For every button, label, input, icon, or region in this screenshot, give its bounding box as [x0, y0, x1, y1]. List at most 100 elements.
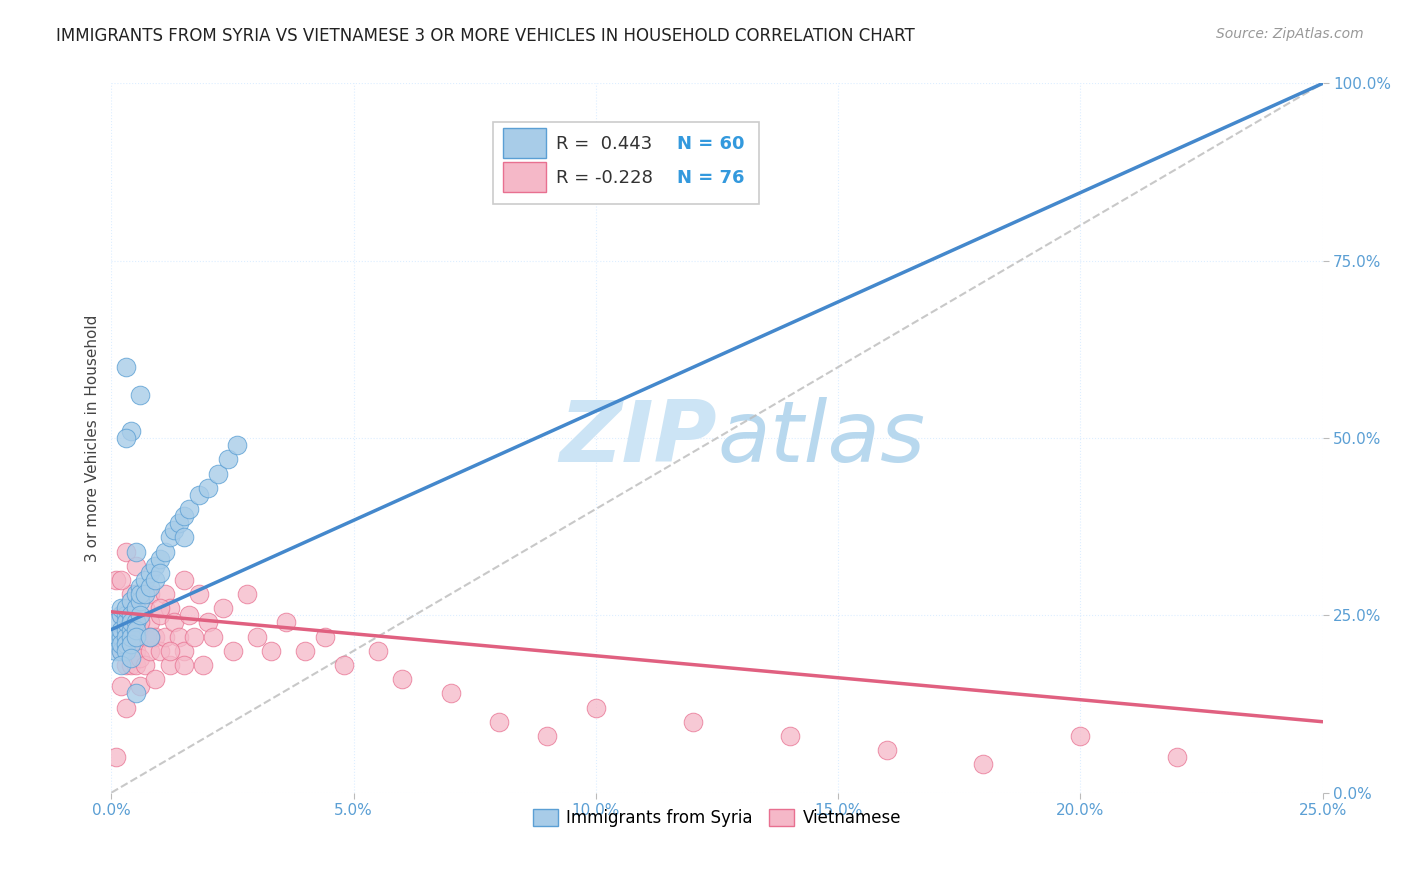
- Point: [173, 658, 195, 673]
- Point: [110, 644, 132, 658]
- Point: [110, 637, 132, 651]
- Point: [115, 623, 138, 637]
- Text: atlas: atlas: [717, 397, 925, 480]
- Point: [105, 750, 128, 764]
- Point: [120, 658, 142, 673]
- Point: [115, 700, 138, 714]
- Point: [134, 630, 156, 644]
- Point: [110, 608, 132, 623]
- Point: [139, 615, 162, 630]
- Point: [173, 509, 195, 524]
- Point: [129, 580, 152, 594]
- Point: [139, 587, 162, 601]
- FancyBboxPatch shape: [502, 128, 546, 158]
- Text: R =  0.443: R = 0.443: [555, 135, 652, 153]
- Point: [120, 601, 142, 615]
- Point: [149, 551, 172, 566]
- Point: [177, 608, 200, 623]
- Point: [1069, 729, 1091, 743]
- Point: [207, 467, 229, 481]
- Point: [115, 637, 138, 651]
- Point: [110, 630, 132, 644]
- FancyBboxPatch shape: [494, 122, 759, 204]
- Point: [120, 424, 142, 438]
- Point: [129, 651, 152, 665]
- Point: [124, 630, 146, 644]
- Point: [202, 630, 225, 644]
- Point: [193, 658, 215, 673]
- Point: [173, 530, 195, 544]
- Point: [163, 523, 186, 537]
- Point: [139, 644, 162, 658]
- Text: R = -0.228: R = -0.228: [555, 169, 652, 186]
- Point: [294, 644, 316, 658]
- Point: [682, 714, 704, 729]
- Point: [124, 544, 146, 558]
- Point: [124, 686, 146, 700]
- Point: [153, 587, 176, 601]
- Point: [105, 644, 128, 658]
- Point: [124, 623, 146, 637]
- Text: N = 60: N = 60: [678, 135, 745, 153]
- Point: [246, 630, 269, 644]
- Point: [129, 615, 152, 630]
- Point: [260, 644, 283, 658]
- Point: [129, 679, 152, 693]
- Point: [115, 630, 138, 644]
- Point: [129, 587, 152, 601]
- Point: [115, 658, 138, 673]
- Point: [105, 630, 128, 644]
- Point: [120, 608, 142, 623]
- Point: [124, 630, 146, 644]
- Point: [124, 587, 146, 601]
- Point: [115, 544, 138, 558]
- Point: [105, 615, 128, 630]
- Point: [115, 608, 138, 623]
- Point: [149, 601, 172, 615]
- Point: [110, 679, 132, 693]
- Point: [197, 615, 219, 630]
- Point: [167, 630, 190, 644]
- Point: [120, 587, 142, 601]
- Point: [153, 630, 176, 644]
- Point: [129, 623, 152, 637]
- Point: [1166, 750, 1188, 764]
- Y-axis label: 3 or more Vehicles in Household: 3 or more Vehicles in Household: [86, 314, 100, 562]
- Point: [120, 623, 142, 637]
- Point: [488, 714, 510, 729]
- Point: [779, 729, 801, 743]
- Legend: Immigrants from Syria, Vietnamese: Immigrants from Syria, Vietnamese: [526, 803, 908, 834]
- Point: [183, 630, 205, 644]
- Text: Source: ZipAtlas.com: Source: ZipAtlas.com: [1216, 27, 1364, 41]
- Point: [221, 644, 243, 658]
- Text: IMMIGRANTS FROM SYRIA VS VIETNAMESE 3 OR MORE VEHICLES IN HOUSEHOLD CORRELATION : IMMIGRANTS FROM SYRIA VS VIETNAMESE 3 OR…: [56, 27, 915, 45]
- Point: [115, 630, 138, 644]
- Point: [139, 630, 162, 644]
- Point: [876, 743, 898, 757]
- Point: [143, 630, 166, 644]
- Point: [129, 608, 152, 623]
- Point: [187, 587, 209, 601]
- Point: [139, 566, 162, 580]
- Point: [391, 672, 413, 686]
- Point: [120, 637, 142, 651]
- Point: [134, 601, 156, 615]
- Point: [211, 601, 233, 615]
- Point: [217, 452, 239, 467]
- Point: [124, 615, 146, 630]
- Point: [139, 630, 162, 644]
- Point: [226, 438, 249, 452]
- Point: [120, 594, 142, 608]
- Point: [115, 431, 138, 445]
- Point: [159, 658, 181, 673]
- Point: [129, 594, 152, 608]
- Point: [124, 658, 146, 673]
- Point: [314, 630, 336, 644]
- Point: [159, 601, 181, 615]
- Point: [274, 615, 297, 630]
- Point: [149, 566, 172, 580]
- Point: [115, 360, 138, 375]
- Point: [167, 516, 190, 530]
- Point: [115, 615, 138, 630]
- Point: [367, 644, 389, 658]
